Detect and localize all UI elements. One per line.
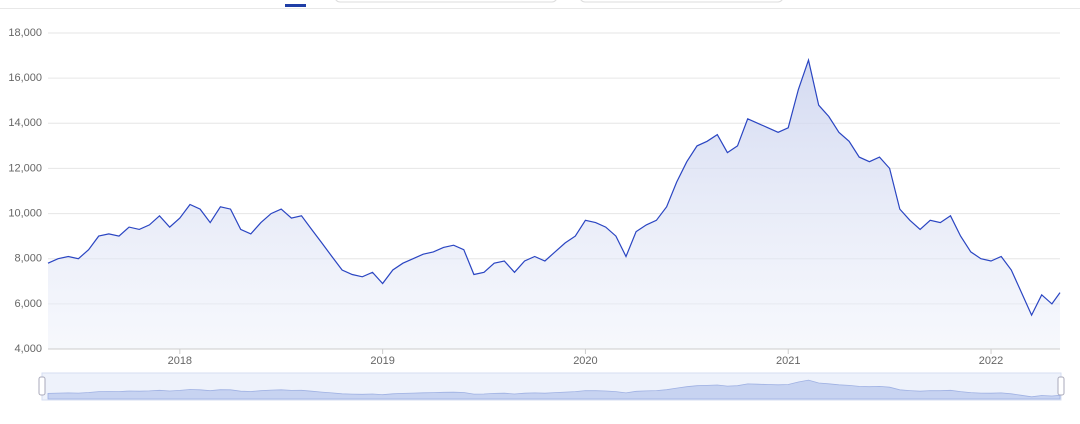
y-tick-label: 16,000	[8, 72, 42, 84]
y-tick-label: 12,000	[8, 162, 42, 174]
y-tick-label: 14,000	[8, 117, 42, 129]
slider-handle[interactable]	[38, 376, 46, 396]
slider-preview	[47, 379, 1061, 400]
x-tick-label: 2022	[979, 355, 1003, 367]
select-box[interactable]	[335, 0, 557, 3]
plot-area: 4,000 6,000 8,000 10,000 12,000 14,000 16,000 1…	[8, 27, 1061, 367]
preview-area	[47, 379, 1061, 400]
y-tick-label: 18,000	[8, 27, 42, 39]
y-tick-label: 6,000	[14, 298, 42, 310]
slider-handle[interactable]	[1057, 376, 1065, 396]
x-tick-label: 2020	[573, 355, 597, 367]
y-tick-label: 10,000	[8, 207, 42, 219]
select-box[interactable]	[580, 0, 783, 3]
x-tick-label: 2019	[370, 355, 394, 367]
x-tick-label: 2021	[776, 355, 800, 367]
line	[47, 57, 1061, 317]
area-fill	[48, 60, 1060, 349]
y-tick-label: 8,000	[14, 253, 42, 265]
tab-indicator	[285, 4, 306, 7]
y-tick-label: 4,000	[14, 343, 42, 355]
x-tick-label: 2018	[168, 355, 192, 367]
